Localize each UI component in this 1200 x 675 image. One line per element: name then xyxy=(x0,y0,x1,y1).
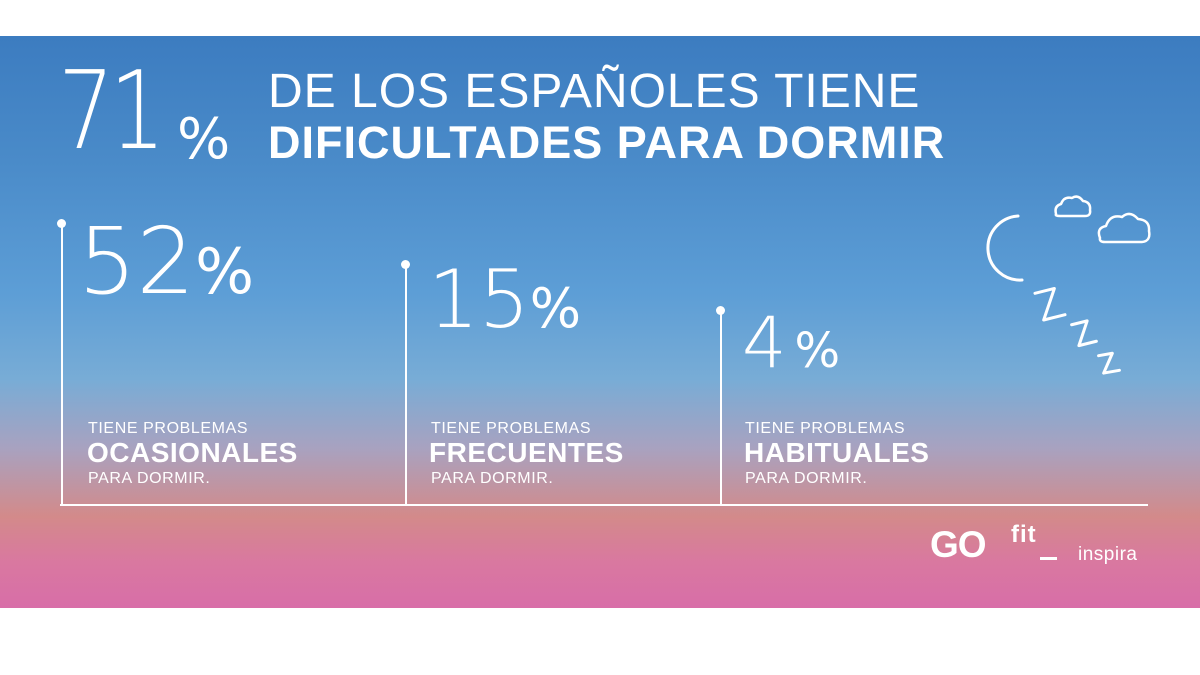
stat-1-vertical-line xyxy=(61,224,63,506)
stat-1-marker-dot xyxy=(57,219,66,228)
stat-2-caption-key: FRECUENTES xyxy=(429,437,624,468)
stat-1-percent-sign: % xyxy=(195,235,254,308)
crescent-moon-icon xyxy=(986,214,1024,282)
stat-3-caption-key: HABITUALES xyxy=(744,437,930,468)
stat-3-vertical-line xyxy=(720,311,722,506)
stat-2-percent-sign: % xyxy=(529,277,582,340)
stat-1-caption-post: PARA DORMIR. xyxy=(88,470,211,487)
stat-2-caption-pre: TIENE PROBLEMAS xyxy=(431,420,592,437)
stat-3-number: 4 xyxy=(742,302,787,384)
headline-line-2: DIFICULTADES PARA DORMIR xyxy=(268,117,946,168)
stat-2-marker-dot xyxy=(401,260,410,269)
stat-2-caption-post: PARA DORMIR. xyxy=(431,470,554,487)
cloud-icon-small xyxy=(1054,195,1092,218)
brand-underline-mark xyxy=(1040,557,1057,560)
stat-1-value: 52% xyxy=(78,216,254,308)
baseline-rule xyxy=(60,504,1148,506)
stat-3-caption-post: PARA DORMIR. xyxy=(745,470,868,487)
stat-3-marker-dot xyxy=(716,306,725,315)
headline-number: 71 xyxy=(58,49,166,174)
brand-tagline: inspira xyxy=(1078,544,1138,565)
stat-2-vertical-line xyxy=(405,265,407,506)
stat-1-number: 52 xyxy=(78,208,196,315)
brand-logo-fit: fit xyxy=(1011,521,1037,548)
stat-3-percent-sign: % xyxy=(794,323,841,379)
zzz-icon xyxy=(1033,286,1121,375)
stat-1-caption-key: OCASIONALES xyxy=(87,437,298,468)
stat-2-value: 15% xyxy=(428,260,581,340)
stat-3-caption-pre: TIENE PROBLEMAS xyxy=(745,420,906,437)
sleep-illustration xyxy=(986,195,1151,375)
headline-percent-sign: % xyxy=(177,107,231,172)
stat-2-number: 15 xyxy=(428,253,530,346)
cloud-icon-large xyxy=(1097,212,1151,244)
infographic-poster: 71 % DE LOS ESPAÑOLES TIENE DIFICULTADES… xyxy=(0,36,1200,608)
brand-logo-go: GO xyxy=(930,524,987,565)
headline-line-1: DE LOS ESPAÑOLES TIENE xyxy=(268,65,921,118)
stat-1-caption-pre: TIENE PROBLEMAS xyxy=(88,420,249,437)
stat-3-value: 4% xyxy=(742,308,840,378)
